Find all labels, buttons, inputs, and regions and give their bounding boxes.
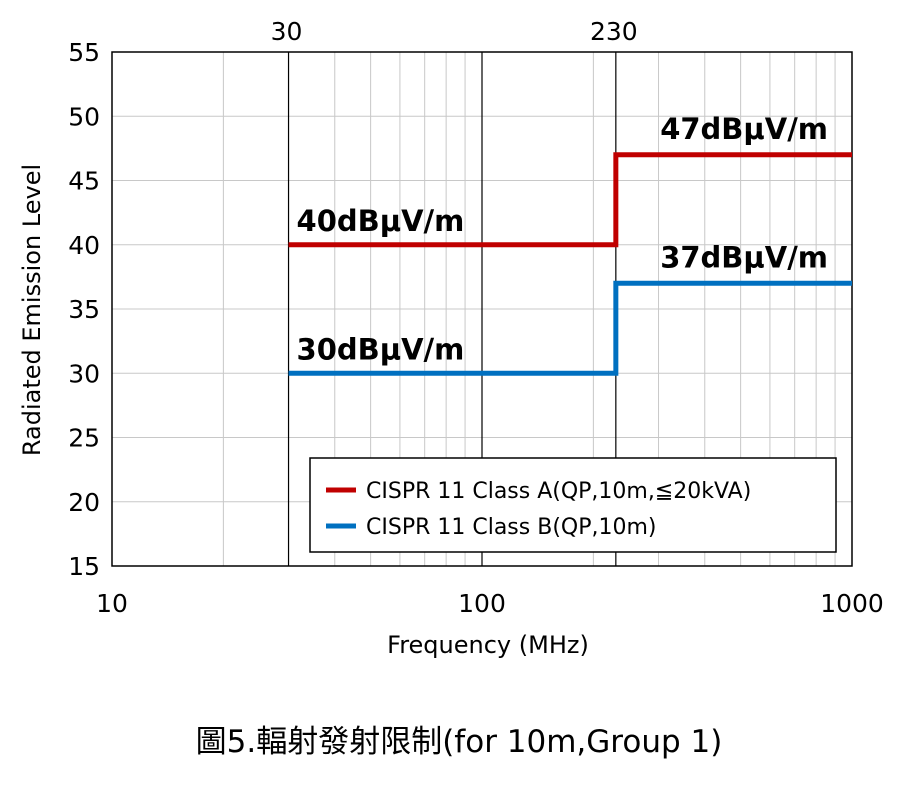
series-annotations: 40dBμV/m 47dBμV/m 30dBμV/m 37dBμV/m bbox=[297, 112, 828, 366]
y-tick-label: 55 bbox=[68, 38, 100, 67]
y-tick-label: 15 bbox=[68, 552, 100, 581]
y-tick-label: 25 bbox=[68, 424, 100, 453]
legend-label-class-a: CISPR 11 Class A(QP,10m,≦20kVA) bbox=[366, 479, 751, 504]
y-tick-label: 35 bbox=[68, 295, 100, 324]
legend-label-class-b: CISPR 11 Class B(QP,10m) bbox=[366, 515, 656, 540]
x-tick-label: 100 bbox=[458, 589, 506, 618]
top-axis-labels: 30 230 bbox=[271, 17, 638, 46]
emission-limit-chart: 15 20 25 30 35 40 45 50 55 10 100 1000 30 230 40dBμ… bbox=[18, 17, 884, 659]
series-level-label: 40dBμV/m bbox=[297, 204, 465, 238]
series-line-class-a bbox=[288, 152, 852, 248]
figure-caption: 圖5.輻射發射限制(for 10m,Group 1) bbox=[195, 724, 723, 760]
x-tick-label: 1000 bbox=[820, 589, 884, 618]
plot-frame bbox=[111, 51, 853, 567]
y-tick-label: 40 bbox=[68, 231, 100, 260]
series-lines bbox=[288, 152, 852, 376]
top-axis-label: 30 bbox=[271, 17, 303, 46]
x-tick-labels: 10 100 1000 bbox=[96, 589, 884, 618]
legend: CISPR 11 Class A(QP,10m,≦20kVA) CISPR 11… bbox=[309, 457, 837, 553]
legend-box bbox=[309, 457, 837, 553]
y-tick-label: 30 bbox=[68, 359, 100, 388]
x-tick-label: 10 bbox=[96, 589, 128, 618]
y-axis-title: Radiated Emission Level bbox=[18, 164, 46, 456]
series-level-label: 30dBμV/m bbox=[297, 332, 465, 366]
series-line-class-b bbox=[288, 280, 852, 376]
y-tick-label: 50 bbox=[68, 102, 100, 131]
series-level-label: 37dBμV/m bbox=[660, 240, 828, 274]
x-axis-title: Frequency (MHz) bbox=[387, 631, 589, 659]
top-axis-label: 230 bbox=[590, 17, 638, 46]
y-tick-label: 20 bbox=[68, 488, 100, 517]
series-level-label: 47dBμV/m bbox=[660, 112, 828, 146]
y-tick-labels: 15 20 25 30 35 40 45 50 55 bbox=[68, 38, 100, 581]
y-tick-label: 45 bbox=[68, 167, 100, 196]
